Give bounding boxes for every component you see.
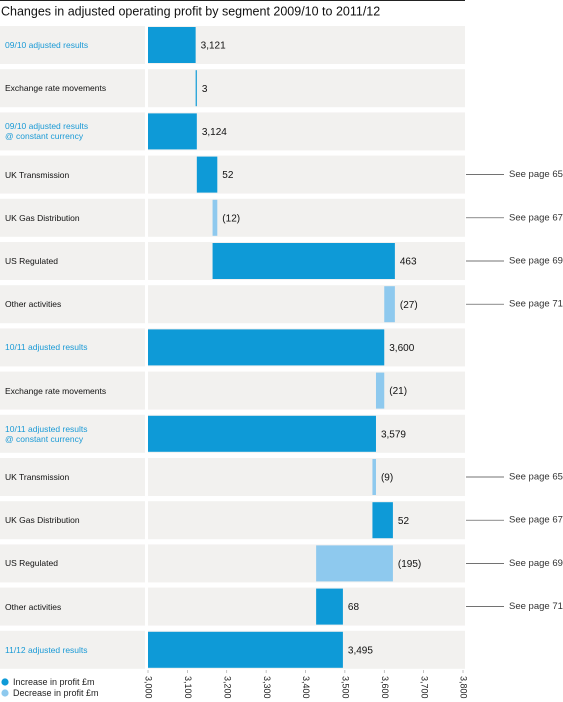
row-label: Other activities: [5, 601, 62, 612]
bar: [316, 545, 393, 582]
bar: [196, 156, 218, 193]
row-label-bg: [0, 69, 145, 108]
row-plot-bg: [148, 26, 465, 64]
row-label: UK Transmission: [5, 472, 70, 482]
note: See page 69: [509, 558, 563, 569]
legend-label: Decrease in profit £m: [13, 688, 99, 698]
row-plot-bg: [148, 371, 465, 410]
value-label: (27): [400, 300, 418, 311]
row-plot-bg: [148, 69, 465, 108]
row-label-bg: [0, 501, 145, 540]
value-label: 3: [202, 84, 208, 95]
row-label: Exchange rate movements: [5, 385, 107, 396]
note: See page 71: [509, 299, 563, 310]
bar: [195, 70, 197, 107]
legend-label: Increase in profit £m: [13, 677, 95, 687]
bar: [148, 631, 343, 668]
value-label: 68: [348, 602, 360, 613]
row-plot-bg: [148, 587, 465, 626]
row-label-bg: [0, 544, 145, 583]
bar: [372, 502, 393, 539]
bar: [148, 329, 385, 366]
row-label: 09/10 adjusted results @ constant curren…: [5, 121, 89, 142]
bar: [372, 459, 376, 495]
row-label-bg: [0, 155, 145, 194]
bar: [148, 113, 197, 150]
row-label: 09/10 adjusted results: [5, 40, 89, 50]
row-label: UK Transmission: [5, 169, 70, 180]
row-label-bg: [0, 630, 145, 669]
x-tick-label: 3,400: [301, 676, 311, 699]
row-label-bg: [0, 328, 145, 367]
x-tick-label: 3,200: [222, 676, 232, 699]
bar: [148, 415, 376, 452]
row-label: US Regulated: [5, 256, 58, 266]
value-label: (21): [389, 386, 407, 397]
row-plot-bg: [148, 501, 465, 540]
legend-swatch: [1, 678, 9, 686]
row-label-bg: [0, 414, 145, 453]
x-tick-label: 3,600: [380, 676, 390, 699]
bar: [212, 199, 218, 236]
row-plot-bg: [148, 155, 465, 194]
bar: [148, 27, 196, 63]
chart-title: Changes in adjusted operating profit by …: [1, 4, 380, 18]
row-plot-bg: [148, 458, 465, 496]
row-label: 10/11 adjusted results @ constant curren…: [5, 423, 88, 444]
row-label-bg: [0, 26, 145, 64]
value-label: 3,124: [202, 127, 227, 138]
note: See page 65: [509, 169, 563, 180]
row-label: Exchange rate movements: [5, 83, 107, 94]
row-label-bg: [0, 587, 145, 626]
value-label: (9): [381, 473, 393, 484]
note: See page 67: [509, 212, 563, 223]
row-plot-bg: [148, 544, 465, 583]
x-tick-label: 3,700: [419, 676, 429, 699]
bar: [212, 243, 395, 279]
value-label: 52: [222, 170, 234, 181]
value-label: (195): [398, 559, 421, 570]
x-tick-label: 3,000: [144, 676, 154, 699]
value-label: 3,495: [348, 645, 373, 656]
row-label: UK Gas Distribution: [5, 515, 80, 526]
row-plot-bg: [148, 112, 465, 151]
x-tick-label: 3,300: [262, 676, 272, 699]
row-label: UK Gas Distribution: [5, 212, 80, 223]
row-label-bg: [0, 285, 145, 324]
row-label-bg: [0, 112, 145, 151]
x-tick-label: 3,800: [459, 676, 469, 699]
bar: [316, 588, 343, 625]
legend-swatch: [1, 689, 9, 697]
note: See page 65: [509, 472, 563, 483]
row-label-bg: [0, 242, 145, 280]
row-label: Other activities: [5, 299, 62, 310]
bar: [375, 372, 385, 409]
row-plot-bg: [148, 285, 465, 324]
value-label: 3,600: [389, 343, 414, 354]
x-tick-label: 3,100: [183, 676, 193, 699]
row-plot-bg: [148, 198, 465, 237]
row-label: 11/12 adjusted results: [5, 644, 88, 655]
value-label: 52: [398, 516, 410, 527]
bar: [384, 286, 395, 323]
row-label-bg: [0, 371, 145, 410]
row-label: 10/11 adjusted results: [5, 342, 88, 353]
value-label: 3,121: [201, 41, 226, 52]
value-label: 3,579: [381, 429, 406, 440]
note: See page 67: [509, 515, 563, 526]
row-label-bg: [0, 458, 145, 496]
x-tick-label: 3,500: [341, 676, 351, 699]
value-label: 463: [400, 257, 417, 268]
note: See page 71: [509, 601, 563, 612]
value-label: (12): [222, 213, 240, 224]
row-label-bg: [0, 198, 145, 237]
note: See page 69: [509, 256, 563, 267]
row-label: US Regulated: [5, 558, 58, 569]
